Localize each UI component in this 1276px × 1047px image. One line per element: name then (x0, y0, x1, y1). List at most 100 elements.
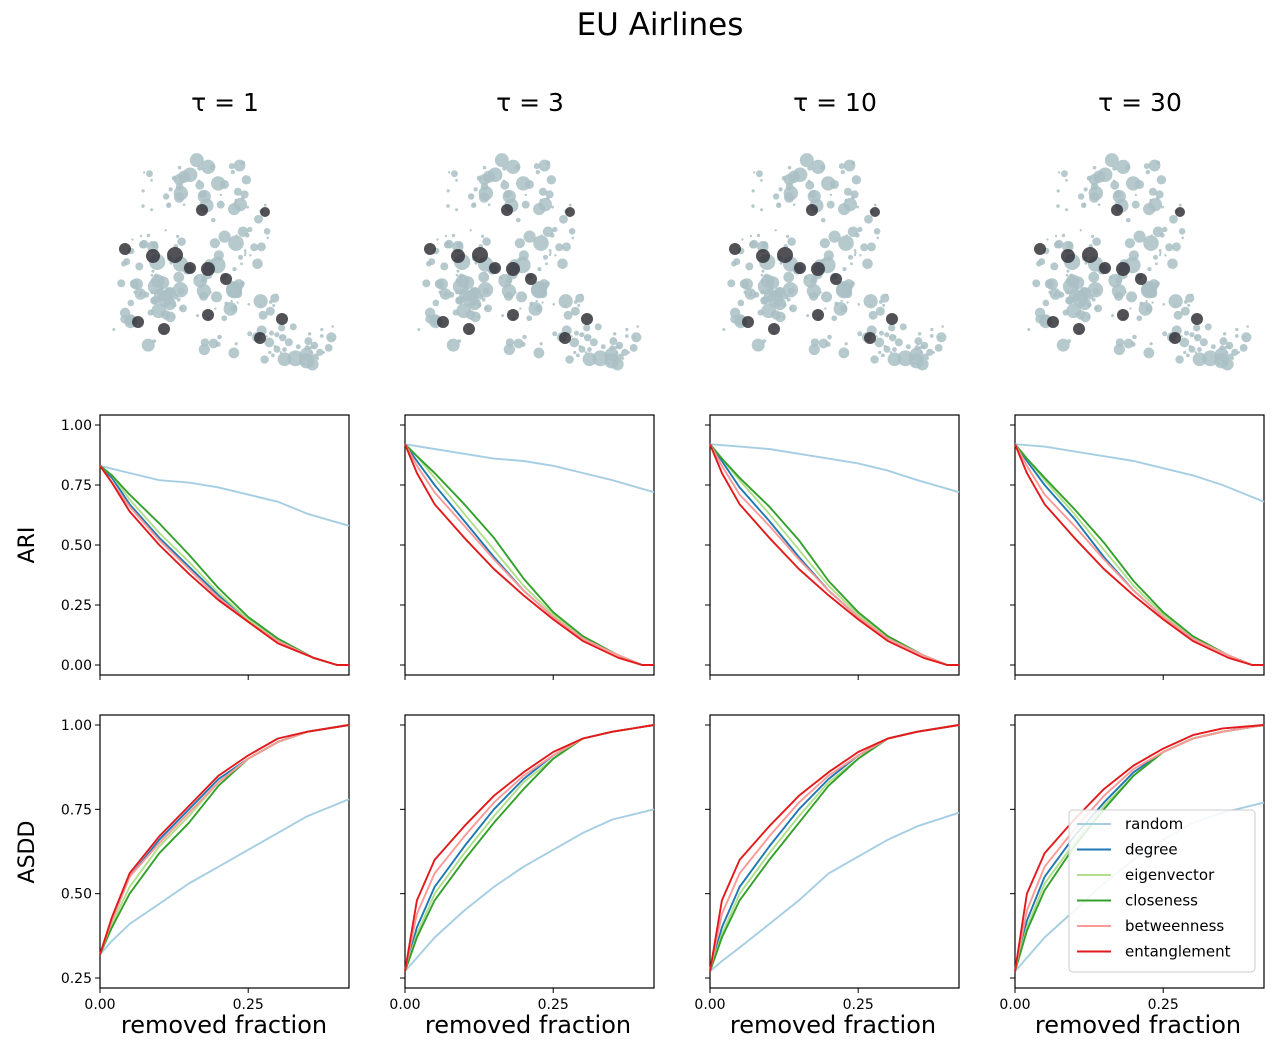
map-node (176, 234, 180, 238)
map-node (570, 306, 580, 316)
map-node (1162, 331, 1168, 337)
map-node (117, 279, 126, 288)
map-node (535, 304, 543, 313)
map-node (243, 253, 247, 257)
map-node (727, 279, 736, 288)
plot-frame (1014, 414, 1265, 676)
map-node (142, 171, 146, 174)
map-node (584, 351, 588, 354)
map-node (1164, 254, 1167, 257)
map-node (438, 290, 443, 294)
map-node (235, 234, 238, 237)
map-hub-node (119, 243, 131, 255)
map-node (1199, 338, 1208, 347)
map-node (551, 205, 555, 209)
map-node (917, 332, 922, 336)
map-node (535, 169, 541, 175)
map-node (878, 350, 882, 355)
map-node (133, 290, 138, 294)
map-node (1092, 237, 1101, 246)
map-node (473, 187, 478, 192)
map-node (789, 306, 793, 311)
map-node (446, 204, 450, 208)
map-node (273, 345, 281, 353)
map-node (546, 175, 557, 185)
map-node (1091, 234, 1095, 238)
map-node (1062, 240, 1074, 253)
map-node (1189, 332, 1195, 338)
map-node (760, 208, 764, 212)
map-node (1129, 307, 1132, 310)
map-node (1091, 297, 1096, 302)
map-node (506, 159, 521, 174)
y-tick-label: 0.25 (61, 598, 92, 614)
map-node (295, 344, 301, 350)
map-node (233, 159, 246, 172)
map-node (436, 238, 439, 241)
map-node (860, 243, 869, 252)
map-node (422, 279, 431, 288)
map-node (844, 198, 848, 202)
map-node (834, 301, 839, 306)
map-node (879, 330, 885, 336)
map-node (234, 198, 238, 202)
series-line-betweenness (709, 443, 959, 666)
map-node (1131, 200, 1140, 209)
tau-label-2: τ = 3 (496, 88, 564, 117)
map-node (199, 291, 209, 301)
map-node (1136, 315, 1143, 322)
map-node (870, 355, 879, 364)
map-node (1225, 351, 1228, 354)
map-node (1086, 302, 1092, 308)
map-node (233, 187, 242, 196)
map-node (279, 351, 283, 354)
map-node (1149, 198, 1153, 202)
map-node (629, 343, 638, 352)
map-node (120, 314, 129, 324)
asdd-panel-2: 0.00 0.25 (389, 714, 655, 1013)
map-node (760, 289, 765, 295)
map-node (615, 351, 618, 354)
map-node (843, 159, 856, 172)
map-node (266, 236, 270, 240)
map-node (838, 347, 850, 359)
map-node (589, 335, 592, 338)
map-node (892, 347, 897, 352)
asdd-panel-4: 0.00 0.25 random degree eigenvector closeness… (999, 714, 1265, 1013)
map-node (1162, 302, 1166, 306)
map-node (853, 249, 857, 252)
map-node (862, 258, 873, 270)
map-node (1046, 278, 1058, 291)
map-node (827, 334, 832, 340)
map-node (195, 180, 205, 190)
map-node (857, 331, 863, 337)
map-node (1135, 179, 1145, 189)
map-node (882, 303, 886, 307)
map-node (171, 302, 177, 308)
map-node (552, 331, 558, 337)
map-node (484, 304, 493, 313)
map-hub-node (424, 243, 436, 255)
map-node (282, 347, 287, 352)
map-node (136, 286, 139, 290)
map-node (587, 347, 592, 352)
map-node (866, 242, 876, 252)
map-node (182, 167, 198, 183)
map-node (811, 159, 826, 174)
map-node (284, 338, 293, 347)
map-node (1132, 334, 1137, 340)
map-node (468, 297, 482, 311)
map-node (529, 301, 534, 306)
map-node (543, 254, 549, 260)
map-node (228, 235, 244, 251)
map-hub-node (167, 247, 183, 263)
map-node (167, 202, 171, 206)
series-line-random (99, 798, 350, 956)
map-hub-node (1111, 204, 1123, 216)
map-node (1092, 287, 1100, 295)
map-node (1094, 304, 1103, 313)
map-node (926, 348, 934, 356)
map-node (1087, 315, 1091, 319)
map-node (514, 238, 525, 249)
map-node (1193, 324, 1201, 332)
